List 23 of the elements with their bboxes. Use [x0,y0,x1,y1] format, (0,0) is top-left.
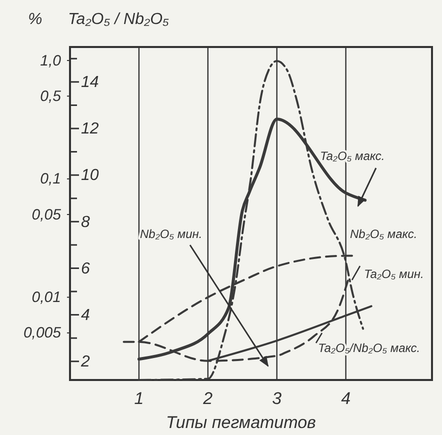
y2-tick-label: 0,01 [32,289,61,306]
y2-tick-label: 1,0 [40,52,62,70]
y-tick-label: 10 [81,167,99,184]
y-tick-label: 14 [81,74,99,92]
y-tick-label: 4 [81,306,90,324]
x-tick-label: 1 [134,389,144,408]
y-tick-label: 8 [81,214,90,231]
y-tick-label: 12 [81,120,99,138]
y2-tick-label: 0,05 [32,206,62,224]
annotation: Nb₂O₅ макс. [350,227,418,241]
x-axis-title: Типы пегматитов [166,413,316,432]
x-tick-label: 3 [272,389,282,408]
y2-axis-title: % [28,11,42,28]
y2-tick-label: 0,5 [40,88,62,105]
annotation: Ta₂O₅ мин. [364,267,424,281]
x-tick-label: 2 [202,389,214,408]
y2-tick-label: 0,005 [23,324,62,342]
y-tick-label: 6 [81,260,90,278]
y-tick-label: 2 [80,353,90,370]
annotation: Nb₂O₅ мин. [140,227,202,241]
y-axis-title: Ta₂O₅ / Nb₂O₅ [68,11,170,28]
y2-tick-label: 0,1 [40,170,61,188]
x-tick-label: 4 [341,389,351,408]
